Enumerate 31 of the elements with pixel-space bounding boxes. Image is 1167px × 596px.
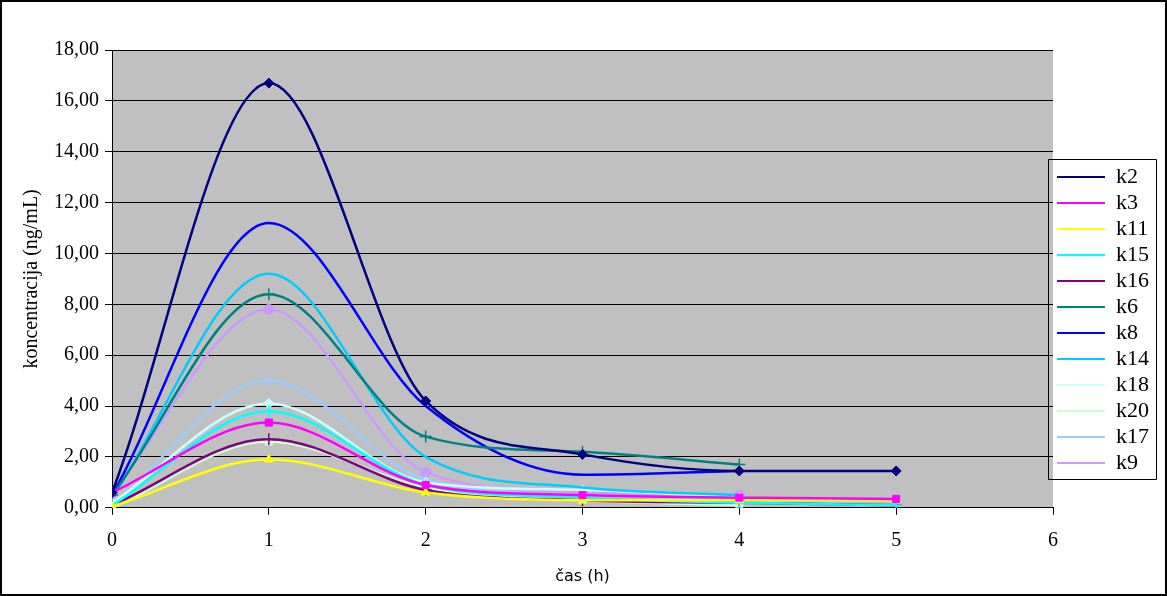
legend-label: k15	[1116, 240, 1149, 266]
legend-label: k11	[1116, 214, 1149, 240]
y-tick-label: 10,00	[54, 240, 99, 263]
legend-label: k8	[1116, 318, 1138, 344]
legend-label: k6	[1116, 292, 1138, 318]
legend-label: k18	[1116, 370, 1149, 396]
y-tick-label: 14,00	[54, 138, 99, 161]
x-tick-label: 3	[577, 528, 588, 551]
legend-label: k14	[1116, 344, 1149, 370]
legend-label: k9	[1116, 448, 1138, 474]
y-tick-label: 16,00	[54, 88, 99, 111]
x-tick-label: 1	[263, 528, 274, 551]
y-tick-label: 0,00	[64, 495, 99, 518]
legend-label: k16	[1116, 266, 1149, 292]
y-tick-label: 18,00	[54, 37, 99, 60]
y-axis-title: koncentracija (ng/mL)	[19, 189, 43, 369]
y-tick-label: 6,00	[64, 342, 99, 365]
x-tick-label: 0	[107, 528, 117, 551]
legend-label: k17	[1116, 422, 1149, 448]
x-tick-label: 5	[891, 528, 902, 551]
x-axis-title: čas (h)	[555, 565, 610, 585]
y-tick-label: 4,00	[64, 393, 99, 416]
y-tick-label: 8,00	[64, 291, 99, 314]
legend-label: k2	[1116, 162, 1138, 188]
y-tick-label: 12,00	[54, 189, 99, 212]
legend-label: k3	[1116, 188, 1138, 214]
legend-label: k20	[1116, 396, 1149, 422]
y-tick-label: 2,00	[64, 444, 99, 467]
x-tick-label: 6	[1048, 528, 1058, 551]
x-tick-label: 4	[734, 528, 745, 551]
x-tick-label: 2	[420, 528, 431, 551]
